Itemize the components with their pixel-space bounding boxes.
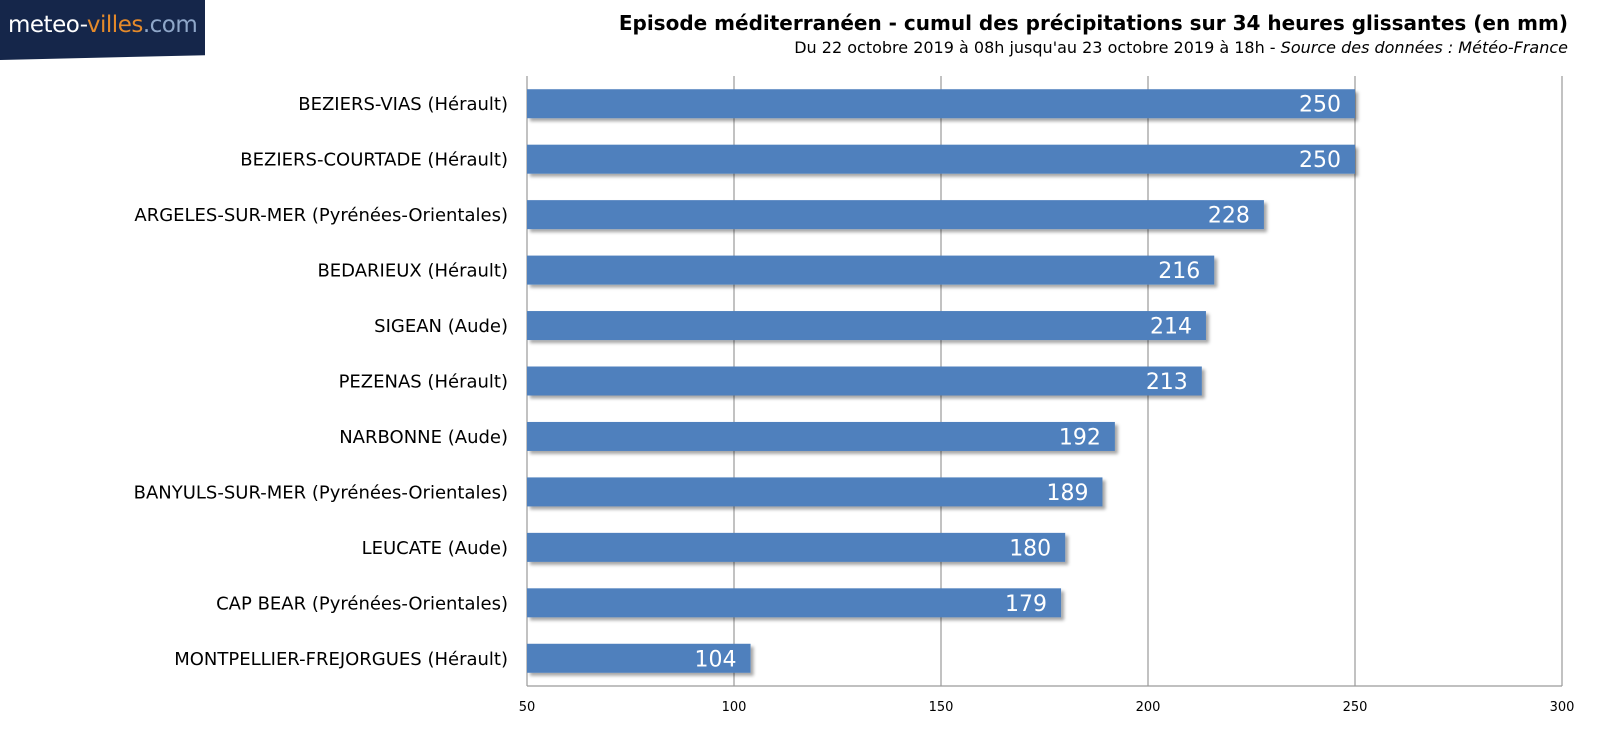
logo: meteo-villes.com xyxy=(0,0,205,60)
subtitle-period: Du 22 octobre 2019 à 08h jusqu'au 23 oct… xyxy=(794,38,1281,57)
category-label: LEUCATE (Aude) xyxy=(362,538,508,559)
bar-value-label: 216 xyxy=(1158,259,1200,284)
category-label: BEZIERS-VIAS (Hérault) xyxy=(298,94,508,115)
bar-value-label: 250 xyxy=(1299,148,1341,173)
bar-value-label: 250 xyxy=(1299,93,1341,118)
bar xyxy=(527,588,1062,618)
x-tick-label: 100 xyxy=(722,700,747,715)
category-label: NARBONNE (Aude) xyxy=(339,427,508,448)
bar-value-label: 213 xyxy=(1146,370,1188,395)
logo-text-part3: .com xyxy=(142,11,198,38)
logo-text-part2: villes xyxy=(86,11,143,38)
bar xyxy=(527,200,1264,230)
subtitle-source: Source des données : Météo-France xyxy=(1280,38,1568,57)
chart-title: Episode méditerranéen - cumul des précip… xyxy=(618,11,1568,35)
category-label: PEZENAS (Hérault) xyxy=(339,372,508,393)
bar-value-label: 179 xyxy=(1005,592,1047,617)
logo-text-part1: meteo- xyxy=(8,11,87,38)
x-tick-label: 50 xyxy=(519,700,536,715)
category-label: BANYULS-SUR-MER (Pyrénées-Orientales) xyxy=(134,482,508,503)
x-tick-label: 150 xyxy=(929,700,954,715)
category-label: ARGELES-SUR-MER (Pyrénées-Orientales) xyxy=(134,205,508,226)
labels: 50 100 150 200 250 300 BEZIERS-VIAS (Hérault) 2… xyxy=(134,93,1575,715)
bar xyxy=(527,532,1066,562)
bar-value-label: 180 xyxy=(1009,536,1051,561)
bar xyxy=(527,477,1103,507)
bar-value-label: 104 xyxy=(695,647,737,672)
bar-value-label: 189 xyxy=(1046,481,1088,506)
chart-subtitle: Du 22 octobre 2019 à 08h jusqu'au 23 oct… xyxy=(794,38,1568,57)
bar xyxy=(527,366,1202,396)
bar xyxy=(527,311,1206,341)
x-tick-label: 300 xyxy=(1550,700,1575,715)
bar xyxy=(527,144,1355,174)
bar-value-label: 214 xyxy=(1150,315,1192,340)
category-label: SIGEAN (Aude) xyxy=(374,316,508,337)
bar-value-label: 192 xyxy=(1059,425,1101,450)
category-label: BEDARIEUX (Hérault) xyxy=(317,261,508,282)
bar xyxy=(527,89,1355,119)
category-label: BEZIERS-COURTADE (Hérault) xyxy=(240,150,508,171)
category-label: MONTPELLIER-FREJORGUES (Hérault) xyxy=(174,649,508,670)
bar xyxy=(527,255,1215,285)
logo-text: meteo-villes.com xyxy=(8,11,198,38)
bar-value-label: 228 xyxy=(1208,204,1250,229)
bars xyxy=(527,89,1355,673)
category-label: CAP BEAR (Pyrénées-Orientales) xyxy=(216,593,508,614)
x-tick-label: 250 xyxy=(1343,700,1368,715)
x-tick-label: 200 xyxy=(1136,700,1161,715)
bar xyxy=(527,643,751,673)
bar xyxy=(527,421,1115,451)
